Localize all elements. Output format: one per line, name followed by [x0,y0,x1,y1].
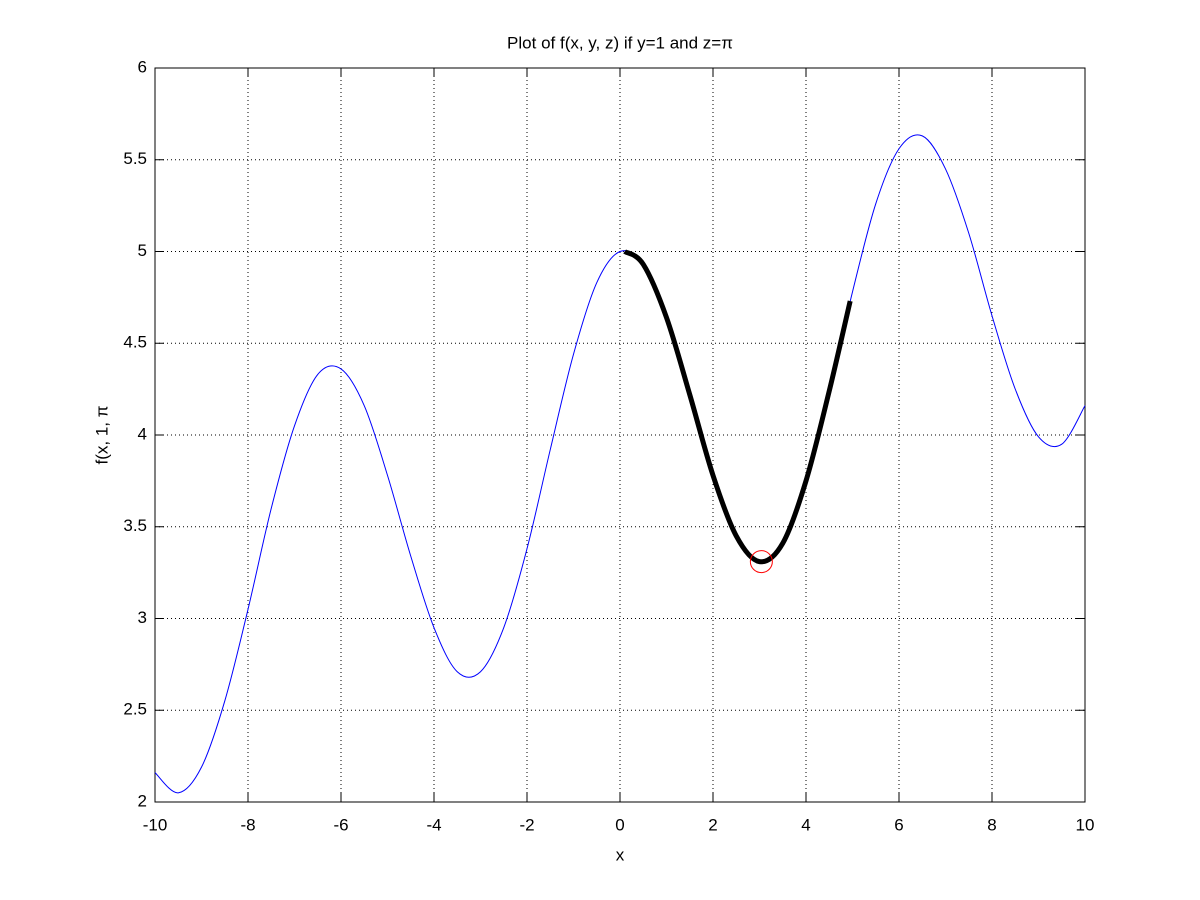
highlight-line [623,249,853,565]
y-tick-label: 6 [138,57,147,76]
x-tick-label: 6 [894,815,903,834]
x-tick-label: 4 [801,815,810,834]
x-axis-label: x [616,845,625,864]
x-tick-label: -10 [143,815,168,834]
y-tick-label: 4 [138,424,147,443]
plot-frame [154,67,1086,803]
y-tick-label: 4.5 [123,333,147,352]
y-tick-label: 3.5 [123,516,147,535]
marker [749,550,773,574]
y-tick-label: 2 [138,791,147,810]
x-tick-label: -2 [519,815,534,834]
chart-title: Plot of f(x, y, z) if y=1 and z=π [507,33,733,52]
x-tick-label: -8 [240,815,255,834]
y-axis-label: f(x, 1, π [92,406,111,465]
y-tick-label: 3 [138,608,147,627]
x-tick-label: 2 [708,815,717,834]
x-tick-label: 0 [615,815,624,834]
x-tick-label: 10 [1076,815,1095,834]
y-tick-label: 5 [138,241,147,260]
x-tick-label: -6 [333,815,348,834]
data-line [154,134,1086,794]
y-tick-label: 5.5 [123,149,147,168]
x-tick-label: 8 [987,815,996,834]
y-tick-label: 2.5 [123,700,147,719]
x-tick-label: -4 [426,815,441,834]
